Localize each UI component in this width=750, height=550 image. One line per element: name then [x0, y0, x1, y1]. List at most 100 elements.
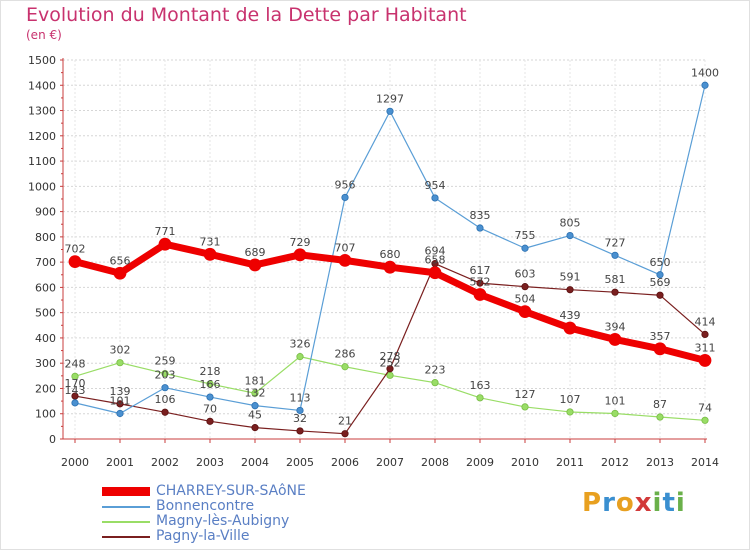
point-s0-2001: [113, 266, 127, 280]
data-label-s3-2011: 591: [560, 271, 581, 284]
point-s2-2014: [701, 416, 709, 424]
chart-subtitle: (en €): [26, 28, 62, 42]
data-label-s3-2000: 170: [65, 377, 86, 390]
point-s0-2013: [653, 342, 667, 356]
point-s2-2004: [251, 389, 259, 397]
y-tick-label-700: 700: [35, 256, 56, 269]
data-label-s1-2002: 203: [155, 369, 176, 382]
data-label-s0-2011: 439: [560, 309, 581, 322]
y-tick-label-0: 0: [49, 433, 56, 446]
x-tick-label-2004: 2004: [241, 456, 269, 469]
legend-swatch-bonnencontre: [102, 505, 150, 508]
logo-letter-6: i: [675, 488, 686, 518]
legend: CHARREY-SUR-SAôNE Bonnencontre Magny-lès…: [102, 484, 306, 544]
logo-letter-5: t: [662, 488, 676, 518]
data-label-s0-2002: 771: [155, 225, 176, 238]
x-tick-label-2005: 2005: [286, 456, 314, 469]
data-label-s2-2005: 326: [290, 338, 311, 351]
data-label-s0-2008: 658: [425, 254, 446, 267]
data-label-s0-2012: 394: [605, 320, 626, 333]
data-label-s3-2001: 139: [110, 385, 131, 398]
data-label-s0-2006: 707: [335, 241, 356, 254]
y-tick-label-500: 500: [35, 307, 56, 320]
point-s1-2008: [431, 194, 439, 202]
point-s2-2010: [521, 403, 529, 411]
x-tick-label-2000: 2000: [61, 456, 89, 469]
data-label-s2-2010: 127: [515, 388, 536, 401]
y-tick-label-1500: 1500: [28, 54, 56, 67]
data-labels: 702 656 771 731 689 729 707 680 658 572 504 439 394 3…: [65, 66, 720, 427]
data-label-s1-2007: 1297: [376, 92, 404, 105]
y-tick-label-1200: 1200: [28, 130, 56, 143]
x-tick-label-2007: 2007: [376, 456, 404, 469]
legend-item-magny: Magny-lès-Aubigny: [102, 514, 306, 529]
legend-swatch-pagny: [102, 535, 150, 538]
data-label-s0-2003: 731: [200, 235, 221, 248]
x-tick-label-2011: 2011: [556, 456, 584, 469]
data-label-s2-2011: 107: [560, 393, 581, 406]
data-label-s1-2013: 650: [650, 256, 671, 269]
x-tick-label-2013: 2013: [646, 456, 674, 469]
data-label-s1-2004: 132: [245, 387, 266, 400]
data-label-s2-2003: 218: [200, 365, 221, 378]
point-s3-2004: [251, 424, 259, 432]
data-label-s2-2014: 74: [698, 401, 712, 414]
data-label-s1-2003: 166: [200, 378, 221, 391]
data-label-s3-2012: 581: [605, 273, 626, 286]
y-tick-label-300: 300: [35, 357, 56, 370]
data-label-s0-2010: 504: [515, 293, 536, 306]
point-s0-2003: [203, 247, 217, 261]
point-s3-2002: [161, 408, 169, 416]
data-label-s1-2009: 835: [470, 209, 491, 222]
data-label-s1-2000: 143: [65, 384, 86, 397]
data-label-s0-2007: 680: [380, 248, 401, 261]
point-s3-2007: [386, 365, 394, 373]
point-s1-2013: [656, 271, 664, 279]
data-label-s1-2014: 1400: [691, 66, 719, 79]
x-tick-label-2003: 2003: [196, 456, 224, 469]
data-label-s1-2010: 755: [515, 229, 536, 242]
point-s1-2006: [341, 193, 349, 202]
data-label-s3-2004: 45: [248, 409, 262, 422]
point-s0-2010: [518, 305, 532, 319]
data-label-s1-2011: 805: [560, 217, 581, 230]
data-label-s2-2008: 223: [425, 364, 446, 377]
y-tick-label-600: 600: [35, 281, 56, 294]
data-label-s2-2012: 101: [605, 394, 626, 407]
point-s0-2008: [428, 266, 442, 280]
point-s2-2005: [296, 353, 304, 361]
point-s2-2003: [206, 380, 214, 388]
point-s3-2012: [611, 288, 619, 296]
point-s1-2004: [251, 402, 259, 410]
data-label-s3-2009: 617: [470, 264, 491, 277]
data-label-s3-2007: 278: [380, 350, 401, 363]
axes: 0 100 200 300 400 500 600 700 800 900 1000 1100 1200…: [28, 54, 719, 469]
data-label-s3-2013: 569: [650, 276, 671, 289]
data-label-s1-2005: 113: [290, 391, 311, 404]
point-s2-2013: [656, 413, 664, 421]
legend-item-pagny: Pagny-la-Ville: [102, 529, 306, 544]
point-s2-2009: [476, 394, 484, 402]
point-s3-2006: [341, 430, 349, 438]
point-s2-2007: [386, 371, 394, 379]
y-tick-label-100: 100: [35, 408, 56, 421]
data-label-s1-2008: 954: [425, 179, 446, 192]
y-tick-label-1400: 1400: [28, 79, 56, 92]
point-s3-2010: [521, 283, 529, 291]
point-s0-2007: [383, 260, 397, 274]
y-tick-label-1300: 1300: [28, 105, 56, 118]
legend-item-charrey: CHARREY-SUR-SAôNE: [102, 484, 306, 499]
data-label-s2-2004: 181: [245, 374, 266, 387]
point-s2-2002: [161, 369, 169, 378]
point-s1-2007: [386, 107, 394, 115]
x-tick-label-2010: 2010: [511, 456, 539, 469]
point-s0-2009: [473, 288, 487, 301]
data-label-s3-2002: 106: [155, 393, 176, 406]
y-tick-label-200: 200: [35, 382, 56, 395]
data-label-s0-2009: 572: [470, 275, 491, 288]
data-label-s3-2005: 32: [293, 412, 307, 425]
data-label-s0-2000: 702: [65, 243, 86, 256]
point-s3-2013: [656, 291, 664, 299]
data-label-s3-2006: 21: [338, 415, 352, 428]
data-label-s0-2005: 729: [290, 236, 311, 249]
